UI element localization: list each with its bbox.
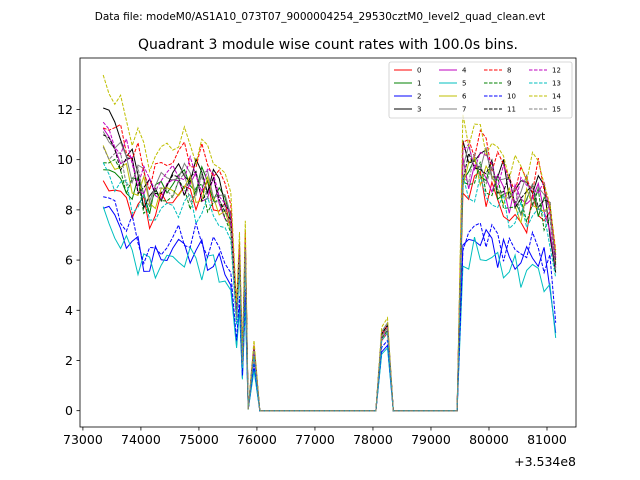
x-tick-label: 77000 [295, 432, 335, 447]
y-tick-label: 8 [65, 202, 73, 217]
legend-label-7: 7 [462, 106, 466, 114]
x-tick-label: 74000 [121, 432, 161, 447]
legend-label-8: 8 [507, 67, 511, 75]
legend-label-3: 3 [417, 106, 421, 114]
legend-label-13: 13 [552, 80, 561, 88]
x-tick-label: 78000 [353, 432, 393, 447]
x-tick-label: 75000 [179, 432, 219, 447]
legend-label-0: 0 [417, 67, 421, 75]
y-tick-label: 6 [65, 253, 73, 268]
y-tick-label: 12 [57, 102, 73, 117]
series-line-10 [103, 196, 557, 412]
x-tick-label: 80000 [469, 432, 509, 447]
series-line-15 [102, 146, 557, 412]
chart-suptitle: Data file: modeM0/AS1A10_073T07_90000042… [95, 11, 546, 23]
y-tick-label: 2 [65, 353, 73, 368]
legend-frame [388, 61, 573, 119]
legend-label-6: 6 [462, 93, 467, 101]
legend-label-15: 15 [552, 106, 561, 114]
legend-label-9: 9 [507, 80, 511, 88]
x-tick-label: 73000 [63, 432, 103, 447]
legend-label-1: 1 [417, 80, 421, 88]
series-layer [102, 74, 557, 412]
x-tick-label: 76000 [237, 432, 277, 447]
legend-label-12: 12 [552, 67, 561, 75]
series-line-11 [102, 134, 557, 412]
legend-label-10: 10 [507, 93, 516, 101]
legend-label-5: 5 [462, 80, 466, 88]
legend-label-2: 2 [417, 93, 421, 101]
plot-frame [79, 57, 577, 428]
y-tick-label: 10 [57, 152, 73, 167]
x-tick-label: 79000 [411, 432, 451, 447]
legend-label-14: 14 [552, 93, 561, 101]
y-tick-label: 0 [65, 403, 73, 418]
chart-title: Quadrant 3 module wise count rates with … [138, 37, 518, 53]
x-offset-label: +3.534e8 [514, 454, 576, 469]
x-tick-label: 81000 [527, 432, 567, 447]
y-tick-label: 4 [65, 303, 73, 318]
series-line-5 [102, 206, 557, 412]
ticks-layer: 73000 74000 75000 76000 77000 78000 79000 80000… [57, 102, 567, 447]
legend-label-11: 11 [507, 106, 516, 114]
legend-label-4: 4 [462, 67, 467, 75]
